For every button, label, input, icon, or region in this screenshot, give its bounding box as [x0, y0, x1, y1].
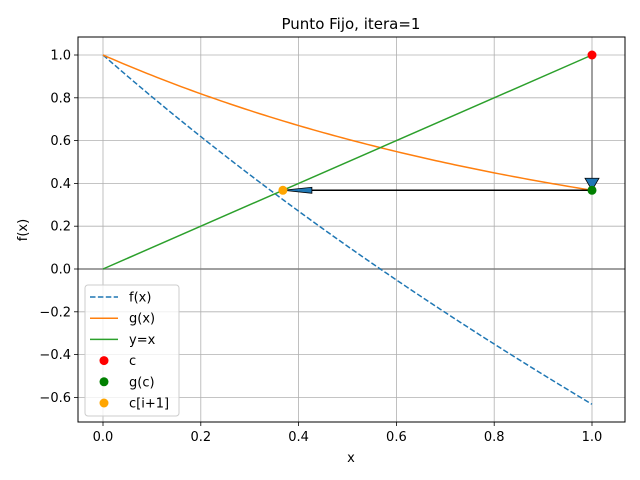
legend-label: g(x)	[129, 312, 155, 327]
arrow-left-head-icon	[282, 186, 313, 194]
arrow-down-head-icon	[584, 177, 600, 192]
series-g-line	[102, 54, 593, 192]
y-axis-label: f(x)	[16, 219, 31, 241]
legend: f(x) g(x) y=x c g(c) c[i+1]	[84, 284, 180, 417]
y-tick-label: 0.6	[50, 134, 71, 149]
annotations-layer	[282, 55, 600, 194]
legend-label: c	[129, 354, 136, 369]
legend-label: g(c)	[129, 375, 155, 390]
y-tick-label: −0.6	[39, 391, 71, 406]
legend-label: c[i+1]	[129, 397, 169, 412]
y-tick-label: 0.8	[50, 91, 71, 106]
x-tick-label: 0.4	[288, 430, 309, 445]
y-tick-label: −0.2	[39, 305, 71, 320]
series-identity-line	[102, 54, 593, 270]
legend-swatch-dot	[99, 398, 109, 408]
y-tick-label: 0.0	[50, 263, 71, 278]
plot-area: 0.0 0.2 0.4 0.6 0.8 1.0 −0.6 −0.4 −0.2 0.0 0.2 0.4…	[39, 36, 626, 445]
legend-label: y=x	[129, 333, 156, 348]
x-axis-ticks: 0.0 0.2 0.4 0.6 0.8 1.0	[93, 422, 603, 445]
x-axis-label: x	[347, 451, 355, 466]
x-tick-label: 0.6	[386, 430, 407, 445]
marker-c-next	[278, 185, 288, 195]
x-tick-label: 0.8	[484, 430, 505, 445]
series-f-line	[102, 54, 593, 405]
x-tick-label: 0.2	[190, 430, 211, 445]
markers-layer	[278, 50, 597, 195]
y-tick-label: 0.2	[50, 220, 71, 235]
chart-title: Punto Fijo, itera=1	[282, 15, 421, 33]
axes-frame	[77, 36, 626, 423]
y-tick-label: −0.4	[39, 348, 71, 363]
x-tick-label: 0.0	[93, 430, 114, 445]
series-layer	[78, 54, 625, 405]
legend-label: f(x)	[129, 291, 151, 306]
marker-c	[587, 50, 597, 60]
x-tick-label: 1.0	[582, 430, 603, 445]
legend-swatch-dot	[99, 356, 109, 366]
marker-g-c	[587, 185, 597, 195]
y-tick-label: 1.0	[50, 49, 71, 64]
y-tick-label: 0.4	[50, 177, 71, 192]
y-axis-ticks: −0.6 −0.4 −0.2 0.0 0.2 0.4 0.6 0.8 1.0	[39, 49, 78, 406]
legend-swatch-dot	[99, 377, 109, 387]
